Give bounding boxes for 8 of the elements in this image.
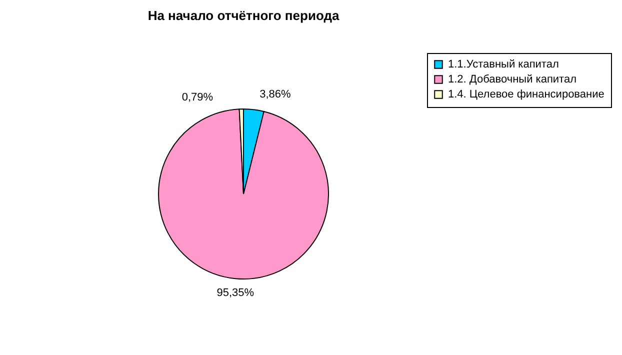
chart-title: На начало отчётного периода: [148, 8, 340, 23]
pie-slice: [158, 108, 329, 280]
legend-label: 1.4. Целевое финансирование: [448, 88, 604, 100]
data-label: 95,35%: [216, 286, 254, 299]
data-label: 3,86%: [260, 88, 292, 101]
data-label: 0,79%: [182, 92, 214, 104]
legend-label: 1.1.Уставный капитал: [448, 58, 559, 70]
legend-label: 1.2. Добавочный капитал: [448, 74, 576, 86]
